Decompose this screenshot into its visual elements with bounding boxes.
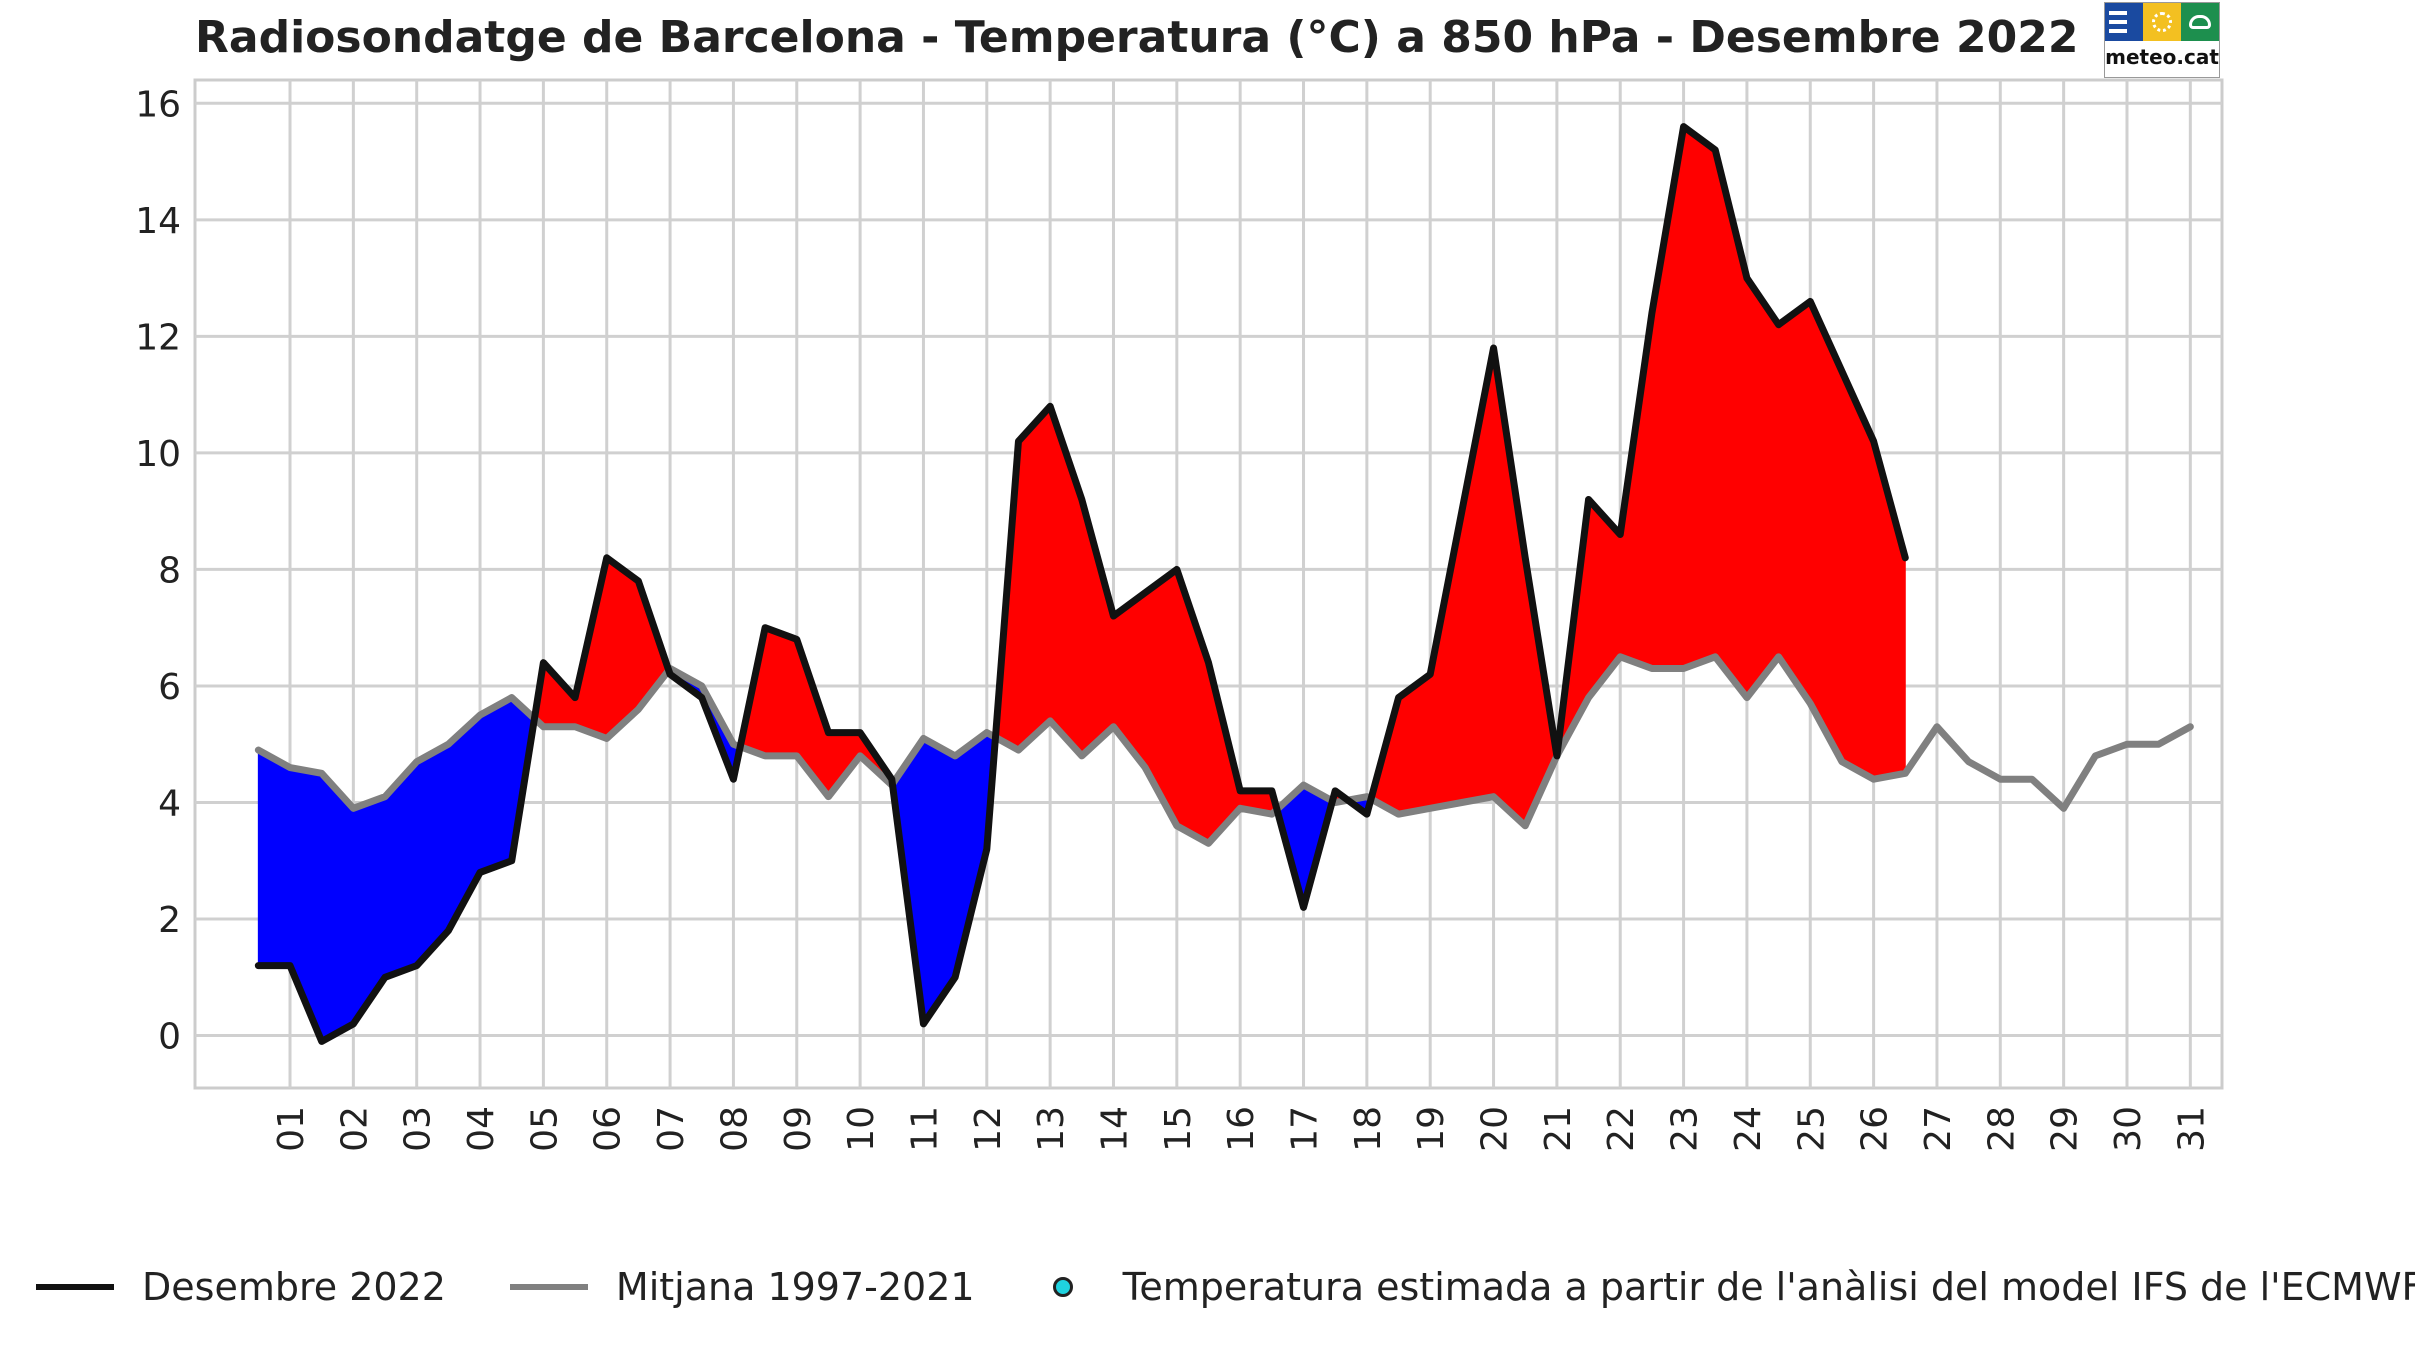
x-tick-label: 24: [1728, 1106, 1769, 1152]
x-tick-label: 10: [841, 1106, 882, 1152]
x-tick-label: 04: [461, 1106, 502, 1152]
fill-segment: [321, 772, 354, 1043]
y-tick-label: 16: [135, 84, 181, 125]
fill-segment: [1746, 276, 1780, 700]
logo-menu-icon: [2105, 3, 2143, 41]
x-tick-label: 03: [398, 1106, 439, 1152]
x-tick-label: 31: [2171, 1106, 2212, 1152]
x-tick-label: 01: [271, 1106, 312, 1152]
x-tick-label: 26: [1855, 1106, 1896, 1152]
y-tick-label: 10: [135, 434, 181, 475]
x-tick-label: 06: [588, 1106, 629, 1152]
x-tick-label: 30: [2108, 1106, 2149, 1152]
legend: Desembre 2022 Mitjana 1997-2021 Temperat…: [36, 1262, 2415, 1312]
logo-text: meteo.cat: [2105, 45, 2219, 69]
y-tick-label: 0: [158, 1017, 181, 1058]
x-tick-label: 02: [334, 1106, 375, 1152]
legend-label-mean: Mitjana 1997-2021: [615, 1265, 975, 1309]
series-line-mean: [254, 653, 2194, 847]
grid: [195, 80, 2222, 1088]
y-tick-label: 12: [135, 317, 181, 358]
y-tick-label: 8: [158, 550, 181, 591]
x-tick-label: 11: [904, 1106, 945, 1152]
fill-segment: [1017, 404, 1051, 752]
fill-segment: [479, 696, 513, 874]
fill-segment: [1683, 125, 1716, 670]
legend-item-observed: Desembre 2022: [36, 1265, 446, 1309]
legend-label-estimated: Temperatura estimada a partir de l'anàli…: [1122, 1265, 2415, 1309]
x-tick-label: 19: [1411, 1106, 1452, 1152]
x-tick-label: 05: [524, 1106, 565, 1152]
x-tick-label: 25: [1791, 1106, 1832, 1152]
chart-title: Radiosondatge de Barcelona - Temperatura…: [195, 12, 2079, 63]
x-tick-label: 18: [1348, 1106, 1389, 1152]
x-tick-label: 13: [1031, 1106, 1072, 1152]
plot-frame: [193, 78, 2224, 1090]
y-tick-label: 6: [158, 667, 181, 708]
legend-line-mean: [509, 1284, 588, 1290]
x-tick-label: 17: [1285, 1106, 1326, 1152]
legend-line-observed: [36, 1284, 114, 1290]
fill-segment: [1778, 300, 1811, 706]
series-line-observed: [254, 123, 1909, 1045]
logo-sun-icon: [2143, 3, 2181, 41]
y-tick-label: 14: [135, 201, 181, 242]
meteocat-logo: meteo.cat: [2104, 2, 2220, 78]
legend-dot-estimated: [1052, 1277, 1073, 1297]
y-tick-label: 4: [158, 783, 181, 824]
fill-segment: [257, 749, 291, 967]
x-tick-label: 23: [1665, 1106, 1706, 1152]
legend-label-observed: Desembre 2022: [142, 1265, 446, 1309]
y-tick-label: 2: [158, 900, 181, 941]
legend-item-estimated: Temperatura estimada a partir de l'anàli…: [1039, 1265, 2415, 1309]
x-tick-labels: 01 02 03 04 05 06 07 08 09 10 11 12 13 14 15 16 17 18 19 20…: [271, 1106, 2212, 1152]
x-tick-label: 08: [714, 1106, 755, 1152]
x-tick-label: 22: [1601, 1106, 1642, 1152]
x-tick-label: 27: [1918, 1106, 1959, 1152]
x-tick-label: 20: [1475, 1106, 1516, 1152]
x-tick-label: 16: [1221, 1106, 1262, 1152]
fill-segment: [764, 626, 798, 757]
y-tick-labels: 0 2 4 6 8 10 12 14 16: [135, 84, 181, 1057]
x-tick-label: 21: [1538, 1106, 1579, 1152]
fill-segment: [1809, 301, 1843, 762]
x-tick-label: 15: [1158, 1106, 1199, 1152]
x-tick-label: 28: [1981, 1106, 2022, 1152]
x-tick-label: 07: [651, 1106, 692, 1152]
x-tick-label: 14: [1094, 1106, 1135, 1152]
x-tick-label: 29: [2045, 1106, 2086, 1152]
legend-item-mean: Mitjana 1997-2021: [509, 1265, 975, 1309]
logo-cloud-icon: [2181, 3, 2219, 41]
x-tick-label: 09: [778, 1106, 819, 1152]
x-tick-label: 12: [968, 1106, 1009, 1152]
